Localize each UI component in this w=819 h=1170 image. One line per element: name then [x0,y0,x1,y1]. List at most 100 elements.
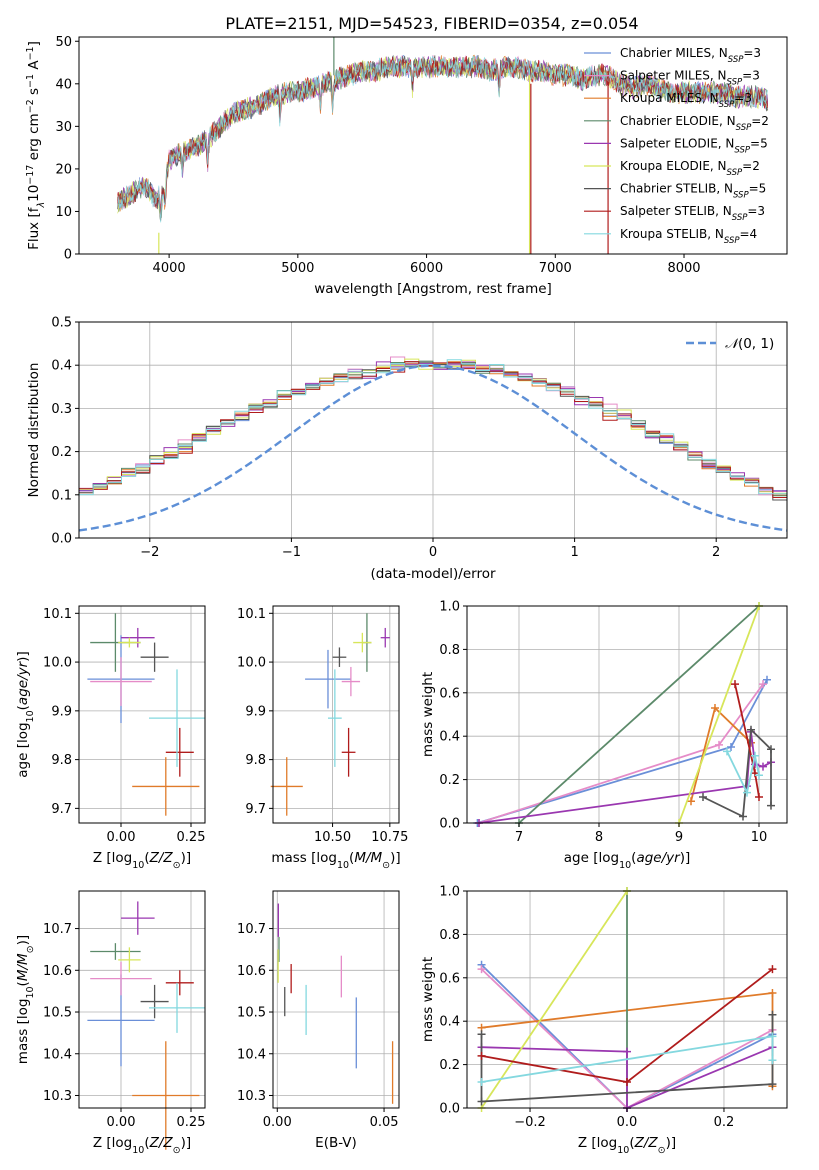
age_vs_Z-xlabel-a: Z [log [93,850,132,866]
mass_weight_vs_Z-series-2-marker-1 [768,988,777,997]
age_vs_Z-xlabel-b: ( [144,850,149,866]
legend-normal-label: 𝒩(0, 1) [725,336,774,352]
legend-entry-0: Chabrier MILES, NSSP=3 [620,46,761,65]
age_vs_mass-xtick-label-0: 10.50 [314,830,351,845]
legend-text-6: Chabrier STELIB, N [620,182,733,196]
yl-sub1: λ [36,202,47,209]
mass_weight_vs_Z-xlabel-a: Z [log [578,1135,617,1151]
yl-sup3: −1 [25,74,36,88]
mass_weight_vs_Z-series-1-marker-0 [477,965,486,974]
spectrum-ytick-label-2: 20 [55,162,72,177]
legend-text-1: Salpeter MILES, N [620,69,727,83]
legend-text-7: Salpeter STELIB, N [620,204,732,218]
residuals-ylabel: Normed distribution [26,363,42,498]
legend-sub-2: SSP [719,100,735,110]
spectrum-ytick-label-5: 50 [55,35,72,50]
mass_weight_vs_age-ytick-label-2: 0.4 [439,730,460,745]
legend-normal-cal: 𝒩 [725,336,742,352]
age_vs_Z-xlabel: Z [log10(Z/Z⊙)] [93,850,191,871]
mass_weight_vs_Z-series-5 [480,890,628,1109]
age_vs_Z-ylabel: age [log10(age/yr)] [15,651,36,777]
age_vs_mass-ytick-label-0: 9.7 [245,802,266,817]
legend-text-8: Kroupa STELIB, N [620,227,724,241]
mass_weight_vs_age-xtick-label-3: 10 [751,830,768,845]
mass_weight_vs_Z-xlabel-c: )] [666,1135,677,1151]
mass_vs_EBV-ytick-label-4: 10.7 [237,922,266,937]
spectrum-line-8 [117,55,769,223]
age_vs_mass-xlabel-a: mass [log [271,850,337,866]
mass_vs_Z-xtick-label-0: 0.00 [107,1115,136,1130]
mass_weight_vs_age-series-6-marker-1 [739,812,747,821]
mass_weight_vs_Z-xtick-label-2: 0.2 [714,1115,735,1130]
mass_weight_vs_age-ytick-label-3: 0.6 [439,686,460,701]
mass_weight_vs_age-series-4-marker-4 [759,762,767,771]
residuals-ytick-label-3: 0.3 [51,402,72,417]
legend-text-0: Chabrier MILES, N [620,46,728,60]
yl-t2: s [26,88,42,99]
mass_weight_vs_age-ytick-label-0: 0.0 [439,817,460,832]
residuals-xtick-label-2: 0 [429,545,437,560]
age_vs_Z-ylabel-sub: 10 [25,710,36,722]
spectrum-ylabel: Flux [fλ10−17 erg cm−2 s−1 A−1] [25,41,47,250]
mass_weight_vs_age-series-8-marker-2 [751,751,759,760]
age_vs_Z-xlabel-sun: ⊙ [173,860,181,871]
legend-sub-6: SSP [733,191,749,201]
residuals-xlabel: (data-model)/error [370,566,496,582]
mass_vs_Z-xlabel-i: Z/Z [149,1135,174,1151]
residual-histogram-8 [78,359,787,496]
mass_weight_vs_Z-series-6-marker-2 [768,1080,777,1089]
yl-sup4: −1 [25,46,36,60]
yl-t3: A [26,60,42,74]
age_vs_Z-axes-frame [78,605,206,824]
mass_weight_vs_Z-series-8-marker-2 [768,1056,777,1065]
legend-sub-5: SSP [727,168,743,178]
mass_vs_Z-axes-frame [78,890,206,1109]
mass_vs_EBV-ytick-label-3: 10.6 [237,964,266,979]
residuals-xtick-label-0: −2 [140,545,159,560]
mass_weight_vs_age-xtick-label-2: 9 [675,830,683,845]
mass_weight_vs_Z-ytick-label-3: 0.6 [439,971,460,986]
mass_weight_vs_Z-xlabel: Z [log10(Z/Z⊙)] [578,1135,676,1156]
age_vs_Z-xlabel-sub: 10 [132,860,144,871]
mass_weight_vs_age-series-6-marker-2 [747,725,755,734]
age_vs_Z-ytick-label-1: 9.8 [51,753,72,768]
legend-sub-3: SSP [736,123,752,133]
legend-text-3: Chabrier ELODIE, N [620,114,736,128]
spectrum-axes-frame [78,36,788,255]
mass_weight_vs_Z-ytick-label-0: 0.0 [439,1102,460,1117]
legend-end-0: =3 [743,46,761,60]
mass_weight_vs_age-series-8-marker-1 [743,788,751,797]
legend-entry-3: Chabrier ELODIE, NSSP=2 [620,114,769,133]
mass_weight_vs_Z-series-7-marker-1 [623,1077,631,1086]
mass_weight_vs_age-xlabel-b: ( [631,850,636,866]
mass_weight_vs_Z-ytick-label-5: 1.0 [439,885,460,900]
yl-tail: erg cm [26,113,42,164]
mass_vs_Z-ytick-label-2: 10.5 [43,1006,72,1021]
spectrum-xtick-label-4: 8000 [667,261,700,276]
age_vs_Z-ylabel-b: ( [15,705,31,710]
yl-pre: Flux [f [26,206,42,250]
mass_weight_vs_Z-series-8-marker-1 [768,1032,777,1041]
mass_weight_vs_age-xlabel-sub: 10 [619,860,631,871]
mass_weight_vs_Z-xlabel-i: Z/Z [634,1135,659,1151]
mass_vs_EBV-xtick-label-1: 0.05 [370,1115,399,1130]
mass_weight_vs_Z-xtick-label-0: −0.2 [514,1115,546,1130]
age_vs_mass-ytick-label-4: 10.1 [237,607,266,622]
mass_weight_vs_age-series-2-marker-0 [687,797,695,806]
age_vs_mass-xtick-label-1: 10.75 [371,830,408,845]
mass_vs_Z-xlabel-c: )] [181,1135,192,1151]
legend-entry-4: Salpeter ELODIE, NSSP=5 [620,136,768,155]
age_vs_Z-ytick-label-2: 9.9 [51,704,72,719]
legend-end-4: =5 [750,136,768,150]
mass_weight_vs_Z-series-4-marker-1 [623,1047,631,1056]
mass_weight_vs_Z-ytick-label-4: 0.8 [439,928,460,943]
yl-end: ] [26,41,42,46]
mass_weight_vs_age-series-5 [678,605,760,824]
mass_weight_vs_Z-xlabel-sun: ⊙ [658,1145,666,1156]
mass_weight_vs_Z-series-7-marker-0 [477,1051,486,1060]
age_vs_Z-ytick-label-0: 9.7 [51,802,72,817]
spectrum-xtick-label-0: 4000 [153,261,186,276]
residuals-ytick-label-1: 0.1 [51,488,72,503]
mass_weight_vs_Z-series-8-marker-0 [477,1077,486,1086]
